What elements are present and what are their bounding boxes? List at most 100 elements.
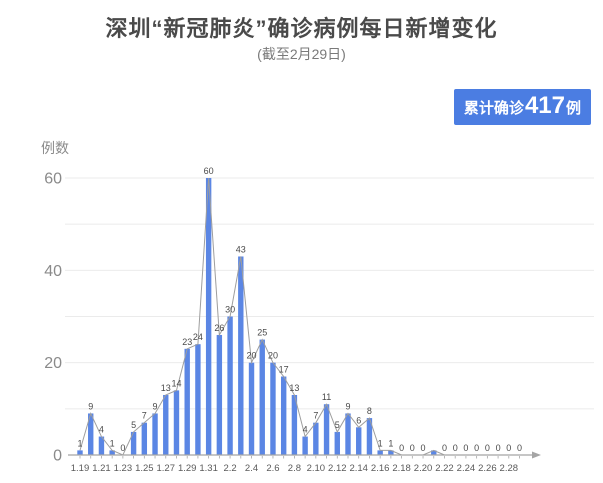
data-label-2.19: 0 <box>410 443 415 453</box>
data-label-1.30: 24 <box>193 332 203 342</box>
x-tick-label-1.21: 1.21 <box>92 463 111 474</box>
data-label-2.1: 26 <box>214 323 224 333</box>
data-label-1.28: 14 <box>171 378 181 388</box>
bar-2.11 <box>323 404 330 455</box>
y-tick-label-60: 60 <box>44 171 62 188</box>
x-tick-label-2.4: 2.4 <box>245 463 258 474</box>
page-subtitle: (截至2月29日) <box>257 46 346 62</box>
badge-suffix-label: 例 <box>565 100 581 117</box>
bar-1.21 <box>98 436 105 455</box>
x-tick-label-2.20: 2.20 <box>414 463 433 474</box>
data-label-1.21: 4 <box>99 425 104 435</box>
x-tick-label-1.23: 1.23 <box>114 463 133 474</box>
x-tick-label-2.16: 2.16 <box>371 463 390 474</box>
bar-2.13 <box>345 413 351 455</box>
data-label-1.29: 23 <box>182 337 192 347</box>
bar-1.25 <box>141 422 148 455</box>
data-label-1.25: 7 <box>142 411 147 421</box>
y-tick-label-20: 20 <box>44 355 62 372</box>
data-label-1.24: 5 <box>131 420 136 430</box>
data-label-2.29: 0 <box>517 443 522 453</box>
bar-2.4 <box>248 362 255 455</box>
x-tick-label-2.14: 2.14 <box>349 463 368 474</box>
x-tick-label-2.2: 2.2 <box>223 463 236 474</box>
data-label-2.6: 20 <box>268 351 278 361</box>
x-tick-label-2.18: 2.18 <box>392 463 411 474</box>
data-label-2.23: 0 <box>453 443 458 453</box>
bar-2.21 <box>431 450 437 455</box>
data-label-2.14: 6 <box>356 415 361 425</box>
x-tick-label-2.8: 2.8 <box>288 463 301 474</box>
bar-2.5 <box>259 339 265 455</box>
bar-2.14 <box>356 427 362 455</box>
data-label-2.4: 20 <box>247 351 257 361</box>
bar-1.30 <box>195 344 201 455</box>
bar-2.8 <box>291 394 298 455</box>
x-tick-label-2.24: 2.24 <box>457 463 476 474</box>
bar-1.27 <box>163 394 169 455</box>
bar-1.24 <box>130 431 137 455</box>
data-label-1.27: 13 <box>161 383 171 393</box>
bar-1.29 <box>184 348 190 455</box>
data-label-2.7: 17 <box>279 365 289 375</box>
data-label-2.28: 0 <box>506 443 511 453</box>
badge-total-value: 417 <box>524 92 565 119</box>
data-label-2.11: 11 <box>322 392 331 402</box>
data-label-2.15: 8 <box>367 406 372 416</box>
bar-2.10 <box>313 422 319 455</box>
x-axis-arrow <box>532 451 541 459</box>
bar-1.31 <box>205 178 212 455</box>
x-tick-label-1.27: 1.27 <box>157 463 176 474</box>
data-label-2.17: 1 <box>388 438 393 448</box>
data-label-1.26: 9 <box>153 401 158 411</box>
data-label-1.20: 9 <box>88 401 93 411</box>
y-axis-title: 例数 <box>41 140 69 156</box>
data-label-2.18: 0 <box>399 443 404 453</box>
cumulative-confirmed-badge: 累计确诊 417 例 <box>453 89 591 125</box>
x-tick-label-2.6: 2.6 <box>266 463 279 474</box>
bar-2.1 <box>216 334 223 455</box>
data-label-1.23: 0 <box>120 443 125 453</box>
data-label-2.27: 0 <box>496 443 501 453</box>
bar-2.15 <box>366 418 373 455</box>
bar-2.2 <box>227 316 233 455</box>
y-tick-label-0: 0 <box>53 448 62 465</box>
data-label-2.16: 1 <box>378 438 383 448</box>
data-label-2.12: 5 <box>335 420 340 430</box>
data-label-2.24: 0 <box>463 443 468 453</box>
bar-2.3 <box>238 256 244 455</box>
data-label-2.10: 7 <box>313 411 318 421</box>
data-label-1.19: 1 <box>77 438 82 448</box>
x-tick-label-2.22: 2.22 <box>435 463 454 474</box>
data-label-2.26: 0 <box>485 443 490 453</box>
data-label-2.8: 13 <box>289 383 299 393</box>
data-label-2.20: 0 <box>421 443 426 453</box>
badge-prefix-label: 累计确诊 <box>463 100 524 117</box>
bar-2.17 <box>388 450 394 455</box>
data-label-2.3: 43 <box>236 244 246 254</box>
bar-1.20 <box>88 413 94 455</box>
bar-2.7 <box>280 376 287 455</box>
data-label-2.2: 30 <box>225 305 235 315</box>
data-label-2.13: 9 <box>345 401 350 411</box>
x-tick-label-2.28: 2.28 <box>500 463 519 474</box>
bar-1.26 <box>152 413 158 455</box>
data-label-2.9: 4 <box>303 425 308 435</box>
bar-1.19 <box>77 450 83 455</box>
x-tick-label-2.10: 2.10 <box>307 463 326 474</box>
data-label-2.22: 0 <box>442 443 447 453</box>
bar-2.9 <box>302 436 308 455</box>
x-tick-label-1.25: 1.25 <box>135 463 154 474</box>
x-tick-label-2.12: 2.12 <box>328 463 347 474</box>
data-label-2.5: 25 <box>257 328 267 338</box>
data-label-2.25: 0 <box>474 443 479 453</box>
bar-1.22 <box>109 450 115 455</box>
y-tick-label-40: 40 <box>44 263 62 280</box>
x-tick-label-1.29: 1.29 <box>178 463 197 474</box>
data-label-1.31: 60 <box>204 166 214 176</box>
x-tick-label-1.31: 1.31 <box>199 463 218 474</box>
bar-2.12 <box>334 431 340 455</box>
page-title: 深圳“新冠肺炎”确诊病例每日新增变化 <box>105 16 498 41</box>
